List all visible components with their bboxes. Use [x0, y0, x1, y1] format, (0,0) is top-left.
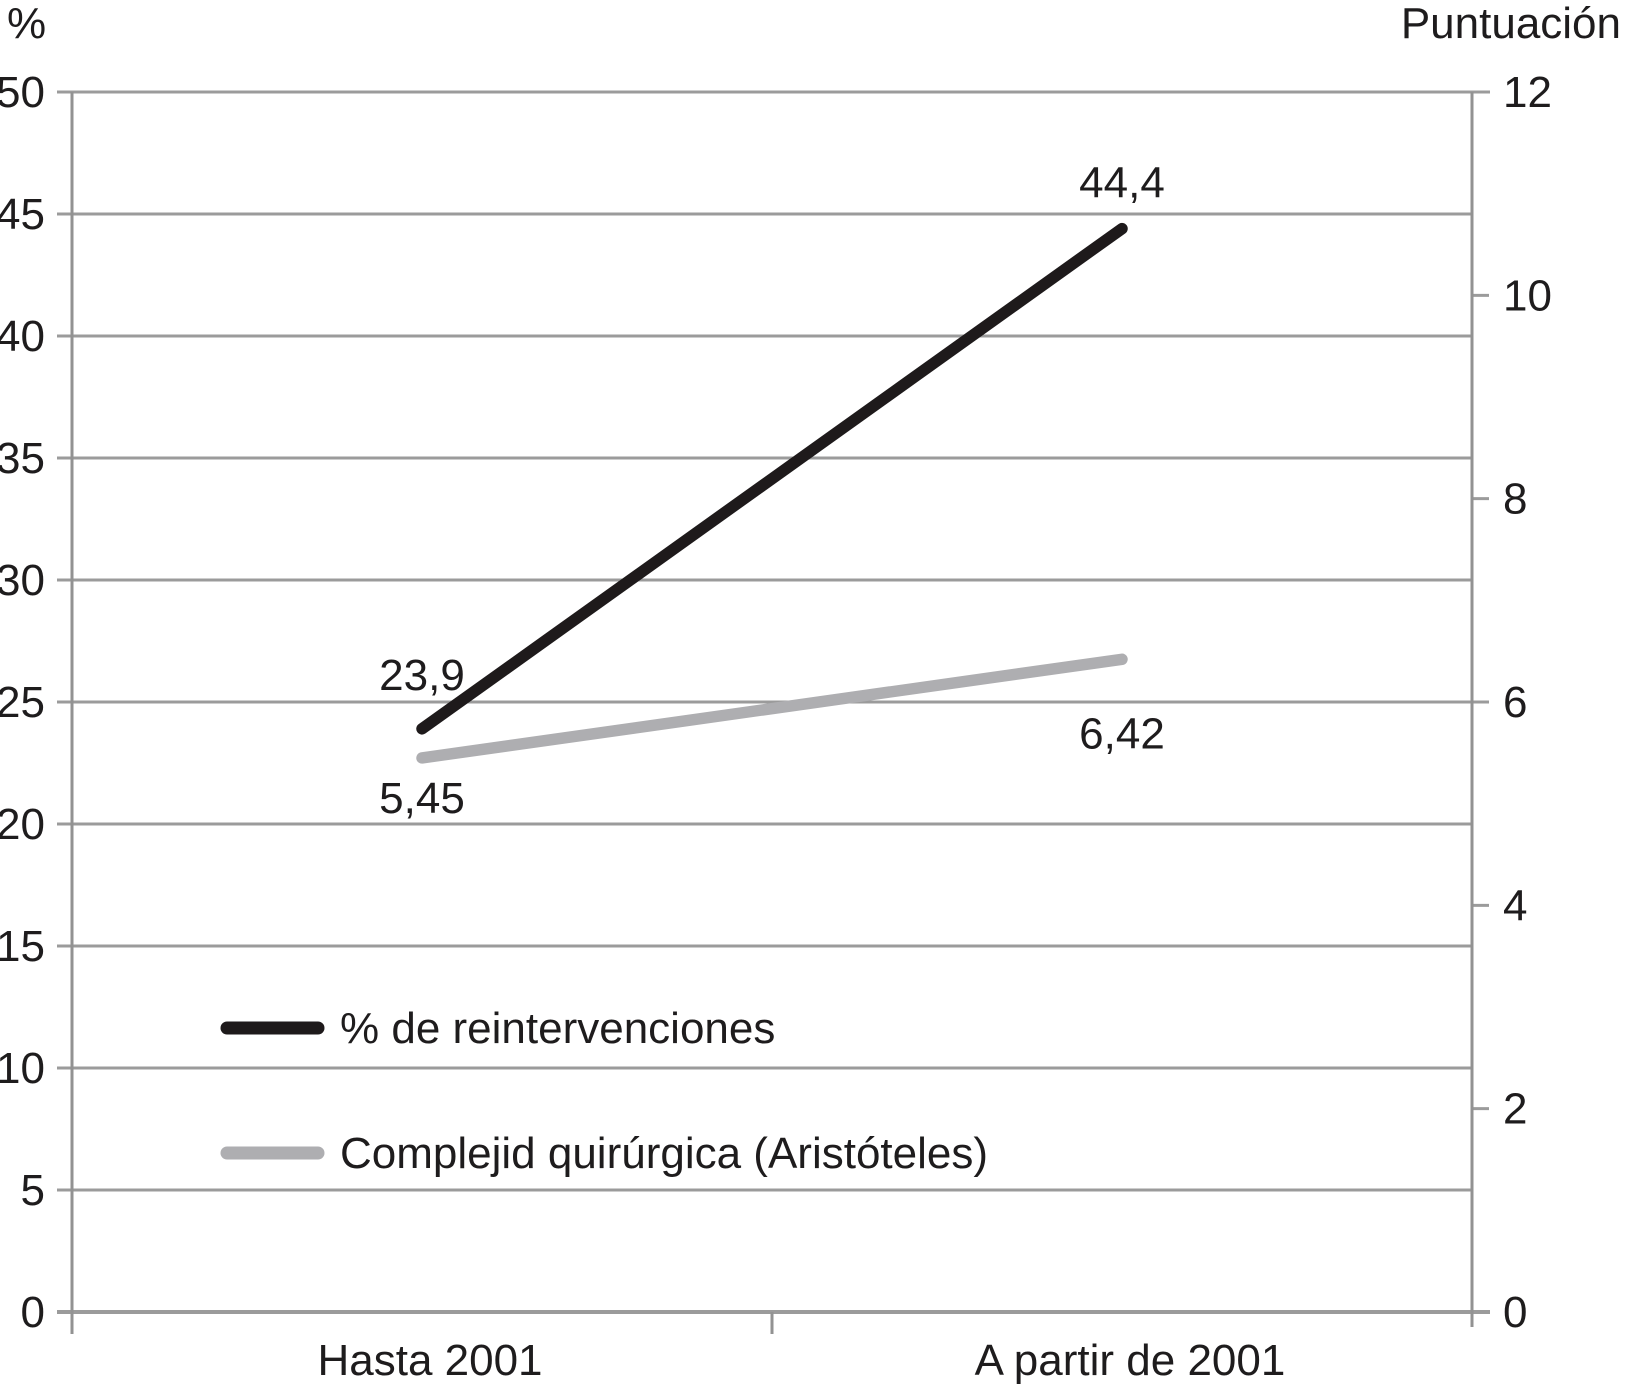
left-axis-tick-label: 5	[21, 1166, 45, 1215]
legend: % de reintervenciones Complejid quirúrgi…	[220, 1004, 988, 1178]
x-axis-category-label: Hasta 2001	[317, 1336, 542, 1385]
data-point-label: 23,9	[379, 651, 465, 700]
axis-layer	[70, 92, 1489, 1334]
series-layer	[416, 222, 1128, 764]
left-axis-tick-label: 10	[0, 1044, 45, 1093]
data-point-label: 6,42	[1079, 709, 1165, 758]
legend-label-reintervenciones: % de reintervenciones	[340, 1004, 775, 1053]
right-axis-title: Puntuación	[1401, 0, 1621, 48]
left-axis-tick-label: 35	[0, 434, 45, 483]
gridline-layer	[57, 90, 1490, 1314]
right-axis-tick-label: 2	[1503, 1085, 1527, 1134]
left-axis-tick-label: 25	[0, 678, 45, 727]
right-axis-tick-label: 8	[1503, 475, 1527, 524]
left-axis-title: %	[7, 0, 46, 48]
left-axis-tick-label: 45	[0, 190, 45, 239]
legend-label-complejidad: Complejid quirúrgica (Aristóteles)	[340, 1129, 988, 1178]
right-axis-tick-label: 4	[1503, 881, 1527, 930]
left-axis-tick-label: 15	[0, 922, 45, 971]
series-line-0	[416, 222, 1128, 735]
x-axis-category-label: A partir de 2001	[975, 1336, 1286, 1385]
left-axis-tick-label: 30	[0, 556, 45, 605]
tick-and-label-layer: 0 5 10 15 20 25 30 35 40 45 50 0 2 4 6 8 10 12 23,9 44,4 5,4…	[0, 68, 1552, 1385]
right-axis-tick-label: 12	[1503, 68, 1552, 117]
left-axis-tick-label: 0	[21, 1288, 45, 1337]
data-point-label: 44,4	[1079, 159, 1165, 208]
right-axis-tick-label: 10	[1503, 271, 1552, 320]
data-point-label: 5,45	[379, 774, 465, 823]
left-axis-tick-label: 40	[0, 312, 45, 361]
series-line-1	[416, 653, 1128, 764]
left-axis-tick-label: 50	[0, 68, 45, 117]
right-axis-tick-label: 6	[1503, 678, 1527, 727]
left-axis-tick-label: 20	[0, 800, 45, 849]
right-axis-tick-label: 0	[1503, 1288, 1527, 1337]
